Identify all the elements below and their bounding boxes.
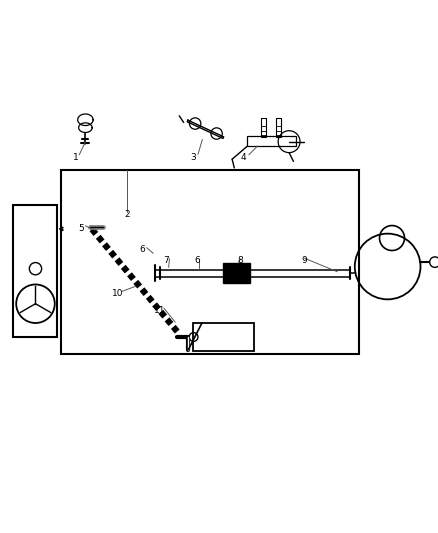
Bar <box>261 118 266 138</box>
Bar <box>247 136 296 146</box>
Bar <box>276 118 281 138</box>
Text: 3: 3 <box>190 154 196 163</box>
Text: 11: 11 <box>154 306 166 315</box>
Text: 6: 6 <box>194 256 200 265</box>
Bar <box>193 323 254 351</box>
Text: 10: 10 <box>112 289 123 298</box>
Text: 7: 7 <box>163 256 170 265</box>
Bar <box>61 170 359 354</box>
Text: 8: 8 <box>237 256 243 265</box>
Text: 2: 2 <box>124 211 130 219</box>
Bar <box>13 205 57 336</box>
Text: 5: 5 <box>78 224 84 233</box>
Text: 9: 9 <box>301 256 307 265</box>
Bar <box>223 263 250 282</box>
Text: 1: 1 <box>72 154 78 163</box>
Text: 6: 6 <box>139 245 145 254</box>
Text: 4: 4 <box>240 154 246 163</box>
